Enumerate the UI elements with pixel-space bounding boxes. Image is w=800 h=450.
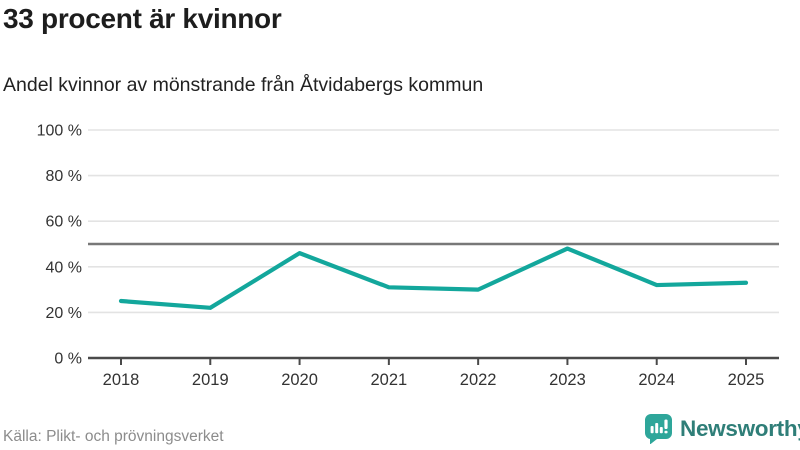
newsworthy-chart-bubble-icon bbox=[644, 413, 673, 444]
data-line-andel-kvinnor bbox=[118, 246, 749, 310]
x-tick-label: 2023 bbox=[549, 371, 586, 389]
x-tick-label: 2020 bbox=[281, 371, 318, 389]
x-tick-label: 2018 bbox=[103, 371, 140, 389]
y-tick-label: 20 % bbox=[46, 305, 82, 322]
y-tick-label: 100 % bbox=[37, 123, 82, 140]
y-tick-label: 40 % bbox=[46, 259, 82, 276]
y-tick-label: 80 % bbox=[46, 168, 82, 185]
source-note: Källa: Plikt- och prövningsverket bbox=[3, 428, 224, 445]
y-tick-label: 60 % bbox=[46, 214, 82, 231]
x-tick-label: 2025 bbox=[728, 371, 765, 389]
newsworthy-logo: Newsworthy bbox=[644, 413, 800, 444]
y-tick-label: 0 % bbox=[54, 351, 82, 368]
x-tick-label: 2019 bbox=[192, 371, 229, 389]
chart-subtitle: Andel kvinnor av mönstrande från Åtvidab… bbox=[3, 74, 484, 96]
x-tick-label: 2024 bbox=[638, 371, 675, 389]
newsworthy-wordmark: Newsworthy bbox=[680, 415, 800, 441]
x-tick-label: 2021 bbox=[370, 371, 407, 389]
chart-title: 33 procent är kvinnor bbox=[3, 3, 282, 34]
x-tick-label: 2022 bbox=[460, 371, 497, 389]
